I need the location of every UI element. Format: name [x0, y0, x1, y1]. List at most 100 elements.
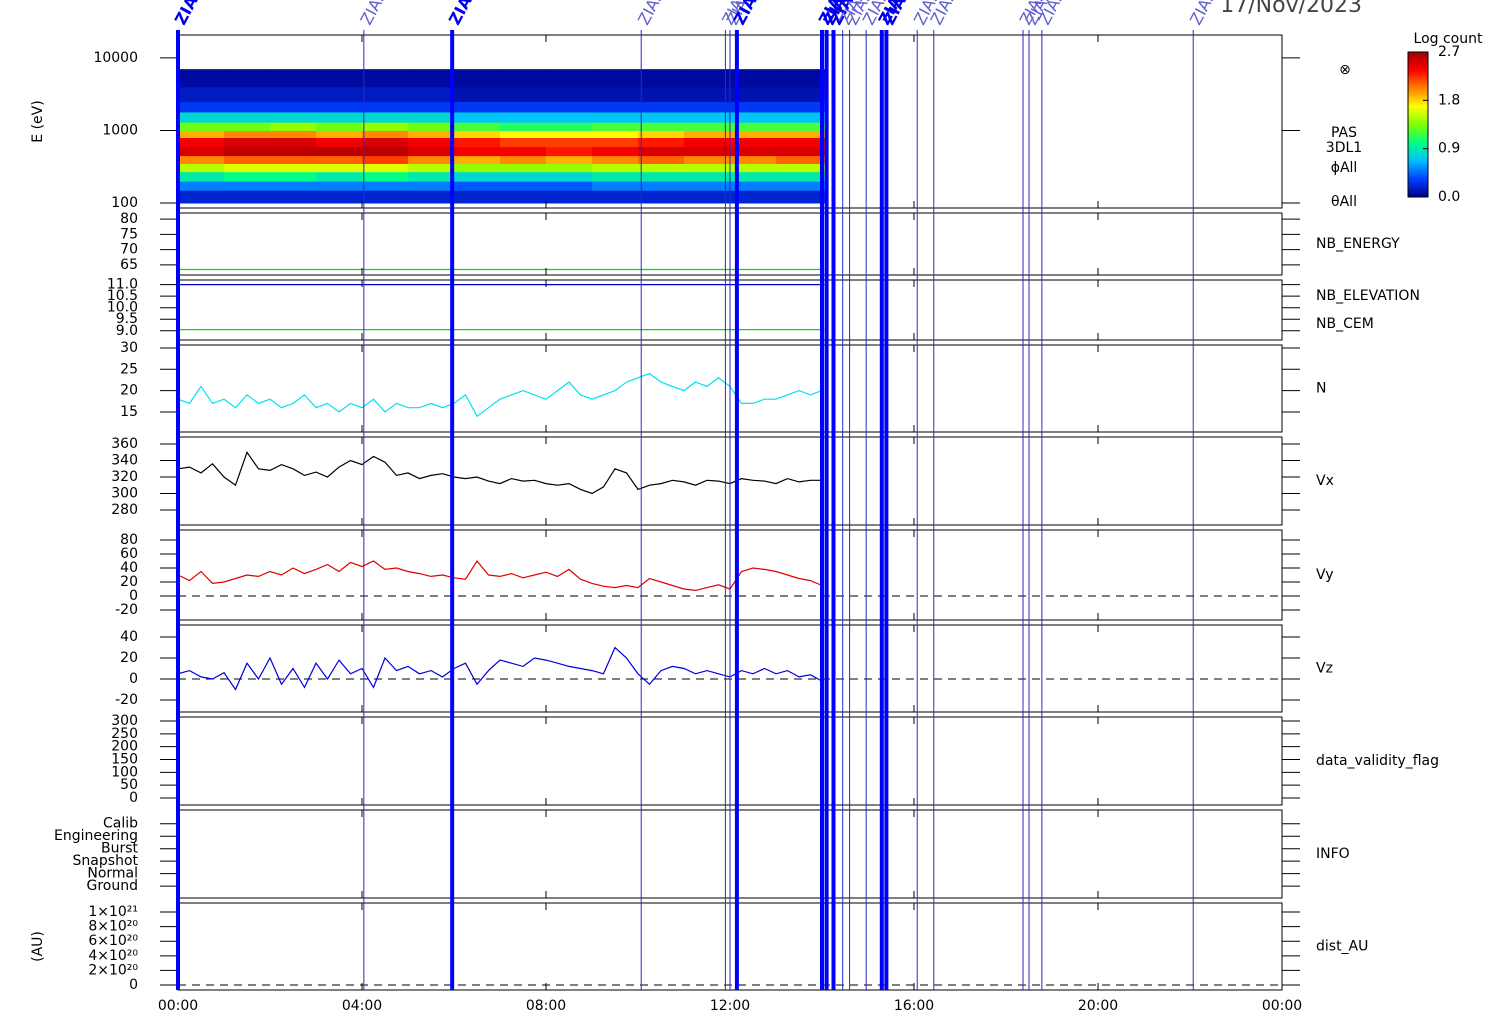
y-tick-label: 0 [129, 977, 138, 993]
heat-cell [730, 69, 777, 88]
heat-cell [224, 146, 271, 157]
y-tick-label: 4×10²⁰ [88, 948, 138, 964]
colorbar-tick-label: 2.7 [1438, 44, 1460, 60]
heat-cell [454, 137, 501, 148]
heat-cell [178, 122, 225, 131]
panel-label: data_validity_flag [1316, 753, 1439, 769]
heat-cell [592, 190, 639, 204]
y-tick-label: 40 [120, 629, 138, 645]
heat-cell [546, 155, 593, 165]
heat-cell [592, 155, 639, 165]
y-tick-label: 40 [120, 560, 138, 576]
heat-cell [270, 155, 317, 165]
heat-cell [224, 122, 271, 131]
y-tick-label: 250 [111, 726, 138, 742]
event-label: ZIAS [445, 0, 481, 28]
heat-cell [408, 137, 455, 148]
heat-cell [178, 171, 225, 182]
heat-cell [408, 181, 455, 191]
heat-cell [546, 190, 593, 204]
heat-cell [224, 137, 271, 148]
plot-area [178, 450, 822, 495]
heat-cell [454, 181, 501, 191]
heat-cell [592, 86, 639, 103]
y-tick-label: 60 [120, 546, 138, 562]
heat-cell [224, 155, 271, 165]
heat-cell [776, 181, 825, 191]
heat-cell [592, 171, 639, 182]
series-line [178, 450, 822, 495]
event-label: ZIAS [1186, 0, 1220, 28]
heat-cell [316, 101, 363, 113]
y-tick-label: Burst [101, 841, 139, 857]
heat-cell [500, 86, 547, 103]
heat-cell [638, 86, 685, 103]
heat-cell [362, 86, 409, 103]
heat-cell [730, 86, 777, 103]
heat-cell [408, 111, 455, 123]
heat-cell [776, 86, 825, 103]
heat-cell [592, 163, 639, 173]
heat-cell [362, 190, 409, 204]
heat-cell [684, 181, 731, 191]
heat-cell [500, 146, 547, 157]
heat-cell [316, 69, 363, 88]
heat-cell [178, 111, 225, 123]
heat-cell [730, 101, 777, 113]
heat-cell [224, 130, 271, 138]
heat-cell [684, 155, 731, 165]
heat-cell [270, 190, 317, 204]
plot-area [178, 372, 823, 418]
x-tick-label: 08:00 [526, 998, 566, 1014]
heat-cell [684, 111, 731, 123]
heat-cell [730, 190, 777, 204]
x-tick-label: 16:00 [894, 998, 934, 1014]
heat-cell [592, 130, 639, 138]
heat-cell [408, 69, 455, 88]
heat-cell [178, 137, 225, 148]
heat-cell [178, 181, 225, 191]
heat-cell [500, 69, 547, 88]
y-tick-label: 80 [120, 532, 138, 548]
heat-cell [776, 171, 825, 182]
heat-cell [224, 86, 271, 103]
heat-cell [454, 163, 501, 173]
y-tick-label: 8×10²⁰ [88, 919, 138, 935]
heat-cell [362, 122, 409, 131]
heat-cell [776, 101, 825, 113]
heat-cell [684, 101, 731, 113]
heat-cell [454, 111, 501, 123]
series-label: NB_CEM [1316, 316, 1374, 332]
heat-cell [362, 111, 409, 123]
heat-cell [362, 69, 409, 88]
heat-cell [500, 190, 547, 204]
heat-cell [684, 130, 731, 138]
panel: 100 1000 10000 E (eV) [30, 34, 1300, 211]
heat-cell [684, 86, 731, 103]
y-tick-label: -20 [115, 602, 138, 618]
x-tick-label: 20:00 [1078, 998, 1118, 1014]
heat-cell [776, 137, 825, 148]
y-axis-label: (AU) [30, 931, 46, 962]
colorbar [1407, 51, 1429, 198]
heat-cell [224, 101, 271, 113]
heat-cell [454, 190, 501, 204]
event-label: ZIAS [357, 0, 391, 28]
y-tick-label: 0 [129, 671, 138, 687]
heat-cell [362, 155, 409, 165]
heat-cell [776, 155, 825, 165]
heat-cell [684, 122, 731, 131]
heat-cell [776, 111, 825, 123]
heat-cell [362, 181, 409, 191]
heat-cell [500, 122, 547, 131]
y-tick-label: 65 [120, 257, 138, 273]
y-tick-label: 75 [120, 226, 138, 242]
heat-cell [500, 111, 547, 123]
y-tick-label: 15 [120, 404, 138, 420]
y-tick-label: 10.5 [107, 288, 138, 304]
panel: 15 20 25 30 [120, 340, 1300, 433]
heat-cell [362, 137, 409, 148]
